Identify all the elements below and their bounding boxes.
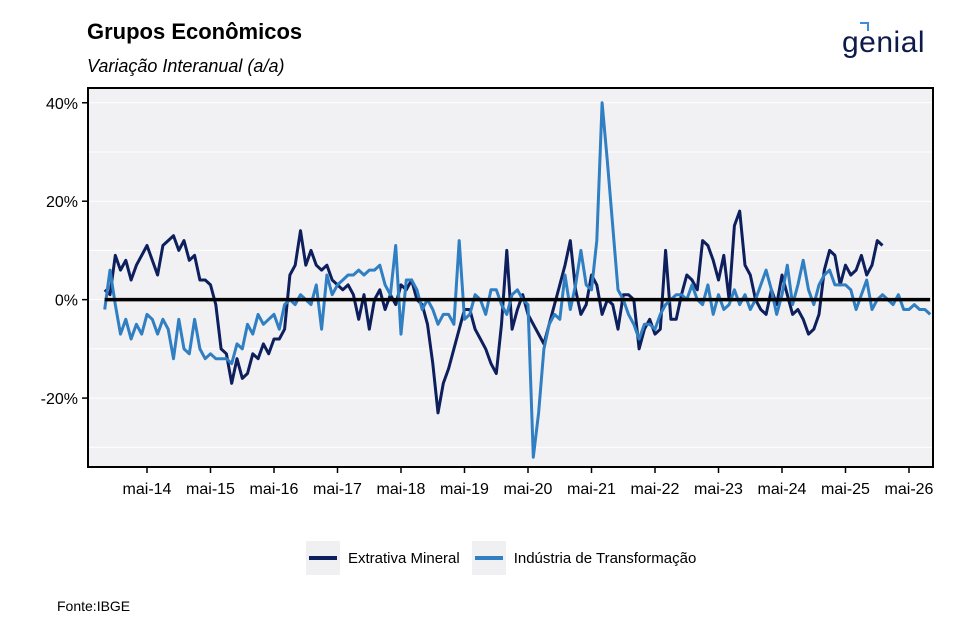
y-axis: 40% 20% 0% -20% (41, 96, 88, 408)
genial-logo: genial (842, 22, 926, 60)
y-tick-label: 20% (46, 194, 78, 211)
series-line-industria-transformacao (103, 101, 932, 459)
x-tick-label: mai-15 (186, 481, 235, 498)
x-tick-label: mai-24 (758, 481, 807, 498)
x-tick-label: mai-20 (504, 481, 553, 498)
source-note: Fonte:IBGE (57, 598, 131, 614)
x-tick-label: mai-17 (313, 481, 362, 498)
legend: Extrativa Mineral Indústria de Transform… (306, 541, 708, 575)
y-tick-label: 0% (55, 293, 78, 310)
plot-panel (87, 87, 934, 468)
legend-label-extrativa: Extrativa Mineral (348, 549, 460, 567)
x-tick-label: mai-26 (885, 481, 934, 498)
series-line-extrativa-mineral (103, 209, 884, 415)
series-group (103, 101, 932, 459)
x-tick-label: mai-23 (694, 481, 743, 498)
legend-label-transformacao: Indústria de Transformação (513, 549, 697, 567)
legend-item-extrativa: Extrativa Mineral (306, 541, 460, 575)
x-tick-label: mai-18 (377, 481, 426, 498)
y-tick-label: -20% (41, 391, 78, 408)
x-tick-label: mai-22 (631, 481, 680, 498)
x-tick-label: mai-16 (250, 481, 299, 498)
x-tick-label: mai-14 (123, 481, 172, 498)
legend-key-extrativa (306, 541, 340, 575)
y-tick-label: 40% (46, 96, 78, 113)
x-tick-label: mai-21 (567, 481, 616, 498)
legend-key-transformacao (471, 541, 506, 575)
logo-accent-icon (860, 22, 869, 31)
x-tick-label: mai-25 (821, 481, 870, 498)
legend-item-transformacao: Indústria de Transformação (471, 541, 697, 575)
x-axis: mai-14 mai-15 mai-16 mai-17 mai-18 mai-19 mai-… (123, 467, 934, 498)
x-tick-label: mai-19 (440, 481, 489, 498)
logo-text: genial (842, 26, 926, 59)
chart-subtitle: Variação Interanual (a/a) (87, 56, 285, 76)
chart-title: Grupos Econômicos (87, 19, 303, 44)
